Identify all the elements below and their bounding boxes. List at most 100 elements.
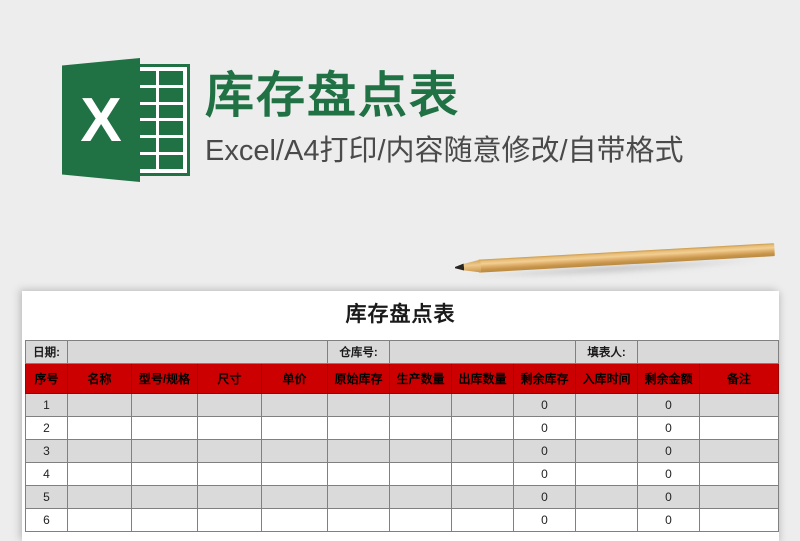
- cell-name[interactable]: [67, 462, 132, 486]
- cell-initial-stock[interactable]: [327, 439, 390, 463]
- cell-remaining-amount[interactable]: 0: [637, 462, 701, 486]
- cell-seq[interactable]: 1: [25, 393, 68, 417]
- cell-outbound-qty[interactable]: [451, 485, 514, 509]
- cell-remaining-amount[interactable]: 0: [637, 416, 701, 440]
- column-header-size[interactable]: 尺寸: [197, 363, 262, 394]
- cell-price[interactable]: [261, 462, 328, 486]
- column-header-model[interactable]: 型号/规格: [131, 363, 198, 394]
- table-row: 6 0 0: [25, 508, 780, 532]
- table-row: 5 0 0: [25, 485, 780, 509]
- cell-initial-stock[interactable]: [327, 508, 390, 532]
- cell-size[interactable]: [197, 439, 262, 463]
- cell-outbound-qty[interactable]: [451, 416, 514, 440]
- cell-seq[interactable]: 3: [25, 439, 68, 463]
- cell-remark[interactable]: [699, 439, 780, 463]
- cell-produced-qty[interactable]: [389, 439, 452, 463]
- cell-produced-qty[interactable]: [389, 416, 452, 440]
- cell-outbound-qty[interactable]: [451, 462, 514, 486]
- column-header-remaining-amount[interactable]: 剩余金额: [637, 363, 701, 394]
- cell-price[interactable]: [261, 416, 328, 440]
- column-header-inbound-time[interactable]: 入库时间: [575, 363, 639, 394]
- cell-outbound-qty[interactable]: [451, 439, 514, 463]
- cell-remark[interactable]: [699, 416, 780, 440]
- cell-inbound-time[interactable]: [575, 416, 639, 440]
- cell-seq[interactable]: 2: [25, 416, 68, 440]
- cell-model[interactable]: [131, 439, 198, 463]
- cell-seq[interactable]: 4: [25, 462, 68, 486]
- cell-initial-stock[interactable]: [327, 485, 390, 509]
- column-header-initial-stock[interactable]: 原始库存: [327, 363, 390, 394]
- info-row: 日期: 仓库号: 填表人:: [25, 340, 780, 364]
- cell-produced-qty[interactable]: [389, 485, 452, 509]
- cell-remaining-stock[interactable]: 0: [512, 416, 577, 440]
- cell-remark[interactable]: [699, 393, 780, 417]
- cell-name[interactable]: [67, 439, 132, 463]
- cell-outbound-qty[interactable]: [451, 508, 514, 532]
- cell-produced-qty[interactable]: [389, 508, 452, 532]
- excel-logo-icon: X: [62, 58, 194, 182]
- cell-model[interactable]: [131, 508, 198, 532]
- info-value-date[interactable]: [67, 340, 328, 364]
- column-header-outbound-qty[interactable]: 出库数量: [451, 363, 514, 394]
- cell-initial-stock[interactable]: [327, 393, 390, 417]
- spreadsheet-paper: 库存盘点表 日期: 仓库号: 填表人: 序号 名称 型号/规格 尺寸 单价: [22, 291, 780, 541]
- column-header-price[interactable]: 单价: [261, 363, 328, 394]
- cell-remaining-amount[interactable]: 0: [637, 508, 701, 532]
- cell-remaining-amount[interactable]: 0: [637, 439, 701, 463]
- cell-outbound-qty[interactable]: [451, 393, 514, 417]
- cell-name[interactable]: [67, 485, 132, 509]
- cell-produced-qty[interactable]: [389, 462, 452, 486]
- cell-price[interactable]: [261, 439, 328, 463]
- table-row: 4 0 0: [25, 462, 780, 486]
- cell-inbound-time[interactable]: [575, 393, 639, 417]
- page-title: 库存盘点表: [205, 69, 461, 123]
- cell-model[interactable]: [131, 416, 198, 440]
- cell-model[interactable]: [131, 393, 198, 417]
- column-header-produced-qty[interactable]: 生产数量: [389, 363, 452, 394]
- cell-name[interactable]: [67, 416, 132, 440]
- cell-inbound-time[interactable]: [575, 462, 639, 486]
- cell-price[interactable]: [261, 508, 328, 532]
- cell-inbound-time[interactable]: [575, 439, 639, 463]
- cell-produced-qty[interactable]: [389, 393, 452, 417]
- cell-initial-stock[interactable]: [327, 462, 390, 486]
- cell-price[interactable]: [261, 485, 328, 509]
- table-header-row: 序号 名称 型号/规格 尺寸 单价 原始库存 生产数量 出库数量 剩余库存 入库…: [25, 363, 780, 394]
- pencil-lead: [455, 264, 464, 271]
- info-value-warehouse[interactable]: [388, 340, 577, 364]
- cell-model[interactable]: [131, 485, 198, 509]
- cell-size[interactable]: [197, 416, 262, 440]
- column-header-remaining-stock[interactable]: 剩余库存: [512, 363, 577, 394]
- cell-seq[interactable]: 6: [25, 508, 68, 532]
- banner: X 库存盘点表 Excel/A4打印/内容随意修改/自带格式: [0, 0, 800, 240]
- cell-remaining-stock[interactable]: 0: [512, 508, 577, 532]
- cell-seq[interactable]: 5: [25, 485, 68, 509]
- cell-size[interactable]: [197, 462, 262, 486]
- cell-remark[interactable]: [699, 485, 780, 509]
- cell-price[interactable]: [261, 393, 328, 417]
- cell-model[interactable]: [131, 462, 198, 486]
- column-header-name[interactable]: 名称: [67, 363, 132, 394]
- cell-remaining-amount[interactable]: 0: [637, 393, 701, 417]
- cell-initial-stock[interactable]: [327, 416, 390, 440]
- cell-inbound-time[interactable]: [575, 485, 639, 509]
- cell-remark[interactable]: [699, 462, 780, 486]
- cell-inbound-time[interactable]: [575, 508, 639, 532]
- cell-size[interactable]: [197, 508, 262, 532]
- table-row: 2 0 0: [25, 416, 780, 440]
- column-header-seq[interactable]: 序号: [25, 363, 68, 394]
- pencil-icon: [454, 235, 775, 284]
- cell-remaining-stock[interactable]: 0: [512, 485, 577, 509]
- cell-size[interactable]: [197, 485, 262, 509]
- cell-name[interactable]: [67, 508, 132, 532]
- cell-remaining-stock[interactable]: 0: [512, 393, 577, 417]
- cell-remaining-stock[interactable]: 0: [512, 462, 577, 486]
- column-header-remark[interactable]: 备注: [699, 363, 780, 394]
- cell-remaining-amount[interactable]: 0: [637, 485, 701, 509]
- info-value-filler[interactable]: [637, 340, 780, 364]
- cell-remark[interactable]: [699, 508, 780, 532]
- cell-name[interactable]: [67, 393, 132, 417]
- cell-remaining-stock[interactable]: 0: [512, 439, 577, 463]
- excel-logo-letter: X: [80, 85, 122, 155]
- cell-size[interactable]: [197, 393, 262, 417]
